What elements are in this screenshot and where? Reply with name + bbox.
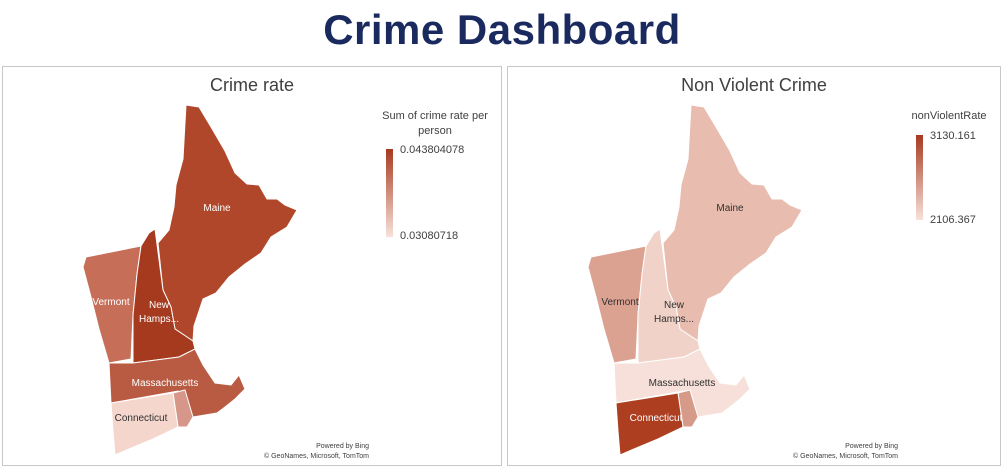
new-england-map[interactable]: Maine Vermont New Hamps... Massachusetts… (508, 67, 1000, 465)
map-credit: Powered by Bing © GeoNames, Microsoft, T… (264, 442, 369, 462)
map-attribution: © GeoNames, Microsoft, TomTom (264, 453, 369, 460)
dashboard-title: Crime Dashboard (323, 6, 681, 53)
non-violent-crime-map-panel[interactable]: Non Violent Crime Maine Vermont New Hamp… (507, 66, 1001, 466)
crime-rate-map-panel[interactable]: Crime rate Maine Vermont New Hamps... Ma… (2, 66, 502, 466)
label-maine: Maine (716, 203, 744, 214)
label-massachusetts: Massachusetts (649, 378, 716, 389)
legend-min-value: 2106.367 (930, 214, 976, 226)
state-connecticut[interactable] (110, 392, 179, 456)
label-vermont: Vermont (601, 297, 638, 308)
label-vermont: Vermont (92, 297, 129, 308)
label-connecticut: Connecticut (630, 413, 683, 424)
map-title: Non Violent Crime (681, 75, 827, 95)
label-new-hampshire-line2: Hamps... (654, 314, 694, 325)
map-title: Crime rate (209, 75, 294, 95)
state-connecticut[interactable] (615, 392, 684, 456)
legend-max-value: 0.043804078 (400, 144, 465, 156)
legend-gradient (916, 135, 923, 220)
state-maine[interactable] (662, 104, 803, 342)
map-credit: Powered by Bing © GeoNames, Microsoft, T… (793, 442, 898, 462)
state-maine[interactable] (157, 104, 298, 342)
legend-title: Sum of crime rate per person (382, 110, 488, 137)
new-england-map[interactable]: Maine Vermont New Hamps... Massachusetts… (3, 67, 501, 465)
legend-gradient (386, 149, 393, 237)
powered-by-bing: Powered by Bing (845, 443, 898, 450)
map-attribution: © GeoNames, Microsoft, TomTom (793, 453, 898, 460)
label-new-hampshire-line1: New (664, 300, 685, 311)
label-connecticut: Connecticut (115, 413, 168, 424)
label-maine: Maine (203, 203, 231, 214)
label-new-hampshire-line2: Hamps... (139, 314, 179, 325)
label-new-hampshire-line1: New (149, 300, 170, 311)
legend-max-value: 3130.161 (930, 130, 976, 142)
legend-title: nonViolentRate (911, 110, 987, 122)
legend-min-value: 0.03080718 (400, 230, 459, 242)
powered-by-bing: Powered by Bing (316, 443, 369, 450)
label-massachusetts: Massachusetts (132, 378, 199, 389)
